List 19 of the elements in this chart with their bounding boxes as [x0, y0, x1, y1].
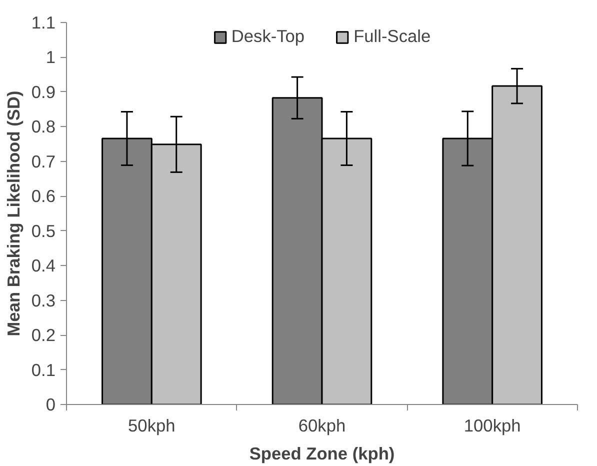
y-tick-label: 0 [46, 394, 56, 414]
y-tick-label: 1.1 [31, 12, 56, 32]
legend-label: Full-Scale [354, 26, 431, 47]
y-tick-label: 1 [46, 47, 56, 68]
y-tick-label: 0.6 [31, 186, 56, 206]
x-tick-label: 50kph [128, 416, 176, 436]
y-tick-label: 0.1 [31, 360, 56, 380]
x-axis-title: Speed Zone (kph) [249, 444, 395, 464]
x-tick-label: 100kph [464, 416, 521, 436]
y-tick-label: 0.2 [31, 325, 56, 346]
x-tick-label: 60kph [298, 416, 346, 436]
y-tick-label: 0.4 [31, 256, 56, 276]
y-tick-label: 0.7 [31, 151, 56, 172]
legend-label: Desk-Top [231, 26, 305, 47]
y-tick-label: 0.8 [31, 116, 56, 137]
y-tick-label: 0.5 [31, 220, 56, 241]
y-tick-label: 0.3 [31, 290, 56, 310]
y-axis-title: Mean Braking Likelihood (SD) [3, 90, 24, 336]
y-tick-label: 0.9 [31, 82, 56, 102]
